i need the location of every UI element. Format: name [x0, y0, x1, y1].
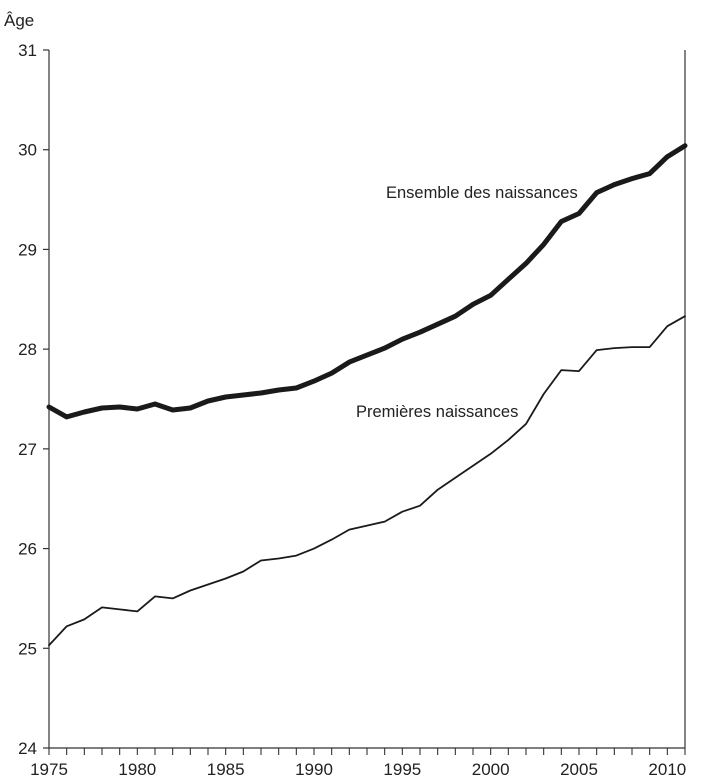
y-tick-label: 26	[18, 540, 37, 559]
x-tick-label: 1990	[295, 760, 333, 779]
y-tick-label: 30	[18, 141, 37, 160]
series-label-ensemble: Ensemble des naissances	[386, 184, 578, 202]
x-tick-label: 1975	[30, 760, 68, 779]
y-tick-label: 29	[18, 240, 37, 259]
series-labels: Ensemble des naissances Premières naissan…	[356, 184, 578, 421]
series-lines	[49, 146, 685, 646]
x-tick-label: 1980	[118, 760, 156, 779]
y-tick-label: 27	[18, 440, 37, 459]
series-line-ensemble	[49, 146, 685, 417]
y-axis-title: Âge	[4, 11, 34, 30]
x-tick-label: 1995	[383, 760, 421, 779]
axes	[49, 50, 685, 748]
y-tick-label: 31	[18, 41, 37, 60]
y-tick-label: 24	[18, 739, 37, 758]
axis-ticks: 24 25 26 27 28 29 30 31 1975 1980 1985 1990 1995 2000…	[18, 41, 686, 779]
series-label-premieres: Premières naissances	[356, 403, 518, 421]
x-tick-label: 1985	[207, 760, 245, 779]
y-tick-label: 25	[18, 639, 37, 658]
series-line-premieres	[49, 316, 685, 645]
y-tick-label: 28	[18, 340, 37, 359]
x-tick-label: 2000	[472, 760, 510, 779]
x-tick-label: 2005	[560, 760, 598, 779]
x-tick-label: 2010	[648, 760, 686, 779]
